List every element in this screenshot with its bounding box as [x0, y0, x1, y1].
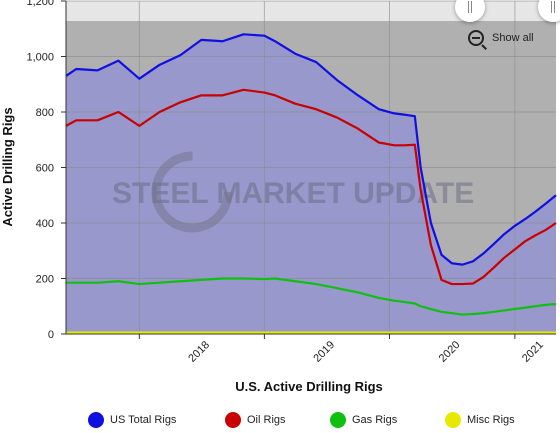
y-tick-label: 1,000: [26, 52, 54, 64]
range-handle-right[interactable]: [538, 0, 560, 22]
oil-rigs-line: [65, 88, 557, 286]
legend: US Total Rigs Oil Rigs Gas Rigs Misc Rig…: [0, 408, 560, 432]
total-rigs-area: [66, 34, 556, 335]
us-total-rigs-line: [65, 33, 557, 266]
range-handle-left[interactable]: [455, 0, 485, 22]
legend-marker: [88, 412, 104, 428]
zoom-out-icon: [468, 30, 484, 46]
y-tick-label: 800: [36, 107, 54, 119]
legend-label: US Total Rigs: [110, 414, 177, 426]
legend-marker: [445, 412, 461, 428]
legend-marker: [225, 412, 241, 428]
watermark-logo: [151, 151, 233, 233]
y-tick-label: 600: [36, 163, 54, 175]
legend-item-misc[interactable]: Misc Rigs: [445, 408, 515, 432]
legend-label: Gas Rigs: [352, 414, 398, 426]
x-axis-title: U.S. Active Drilling Rigs: [235, 379, 383, 394]
show-all-label: Show all: [492, 32, 534, 44]
range-selector-band: [66, 1, 556, 21]
legend-item-gas[interactable]: Gas Rigs: [330, 408, 397, 432]
x-tick-label: 2021: [520, 339, 546, 365]
legend-item-us-total[interactable]: US Total Rigs: [88, 408, 176, 432]
legend-label: Oil Rigs: [247, 414, 286, 426]
x-tick-label: 2020: [437, 339, 463, 365]
legend-label: Misc Rigs: [467, 414, 515, 426]
legend-marker: [330, 412, 346, 428]
gas-rigs-line: [66, 277, 557, 316]
x-tick-label: 2018: [186, 339, 212, 365]
legend-item-oil[interactable]: Oil Rigs: [225, 408, 286, 432]
watermark-logo-ring: [151, 151, 233, 233]
watermark: STEEL MARKET UPDATE: [112, 177, 474, 210]
y-tick-label: 1,200: [26, 0, 54, 8]
x-tick-label: 2019: [311, 339, 337, 365]
y-tick-label: 400: [36, 218, 54, 230]
y-tick-label: 0: [48, 329, 54, 341]
y-tick-label: 200: [36, 274, 54, 286]
show-all-button[interactable]: Show all: [468, 27, 534, 49]
chart: STEEL MARKET UPDATE 0 200 400 600 800 1,000 1,…: [0, 0, 557, 394]
y-axis-title: Active Drilling Rigs: [0, 107, 15, 226]
